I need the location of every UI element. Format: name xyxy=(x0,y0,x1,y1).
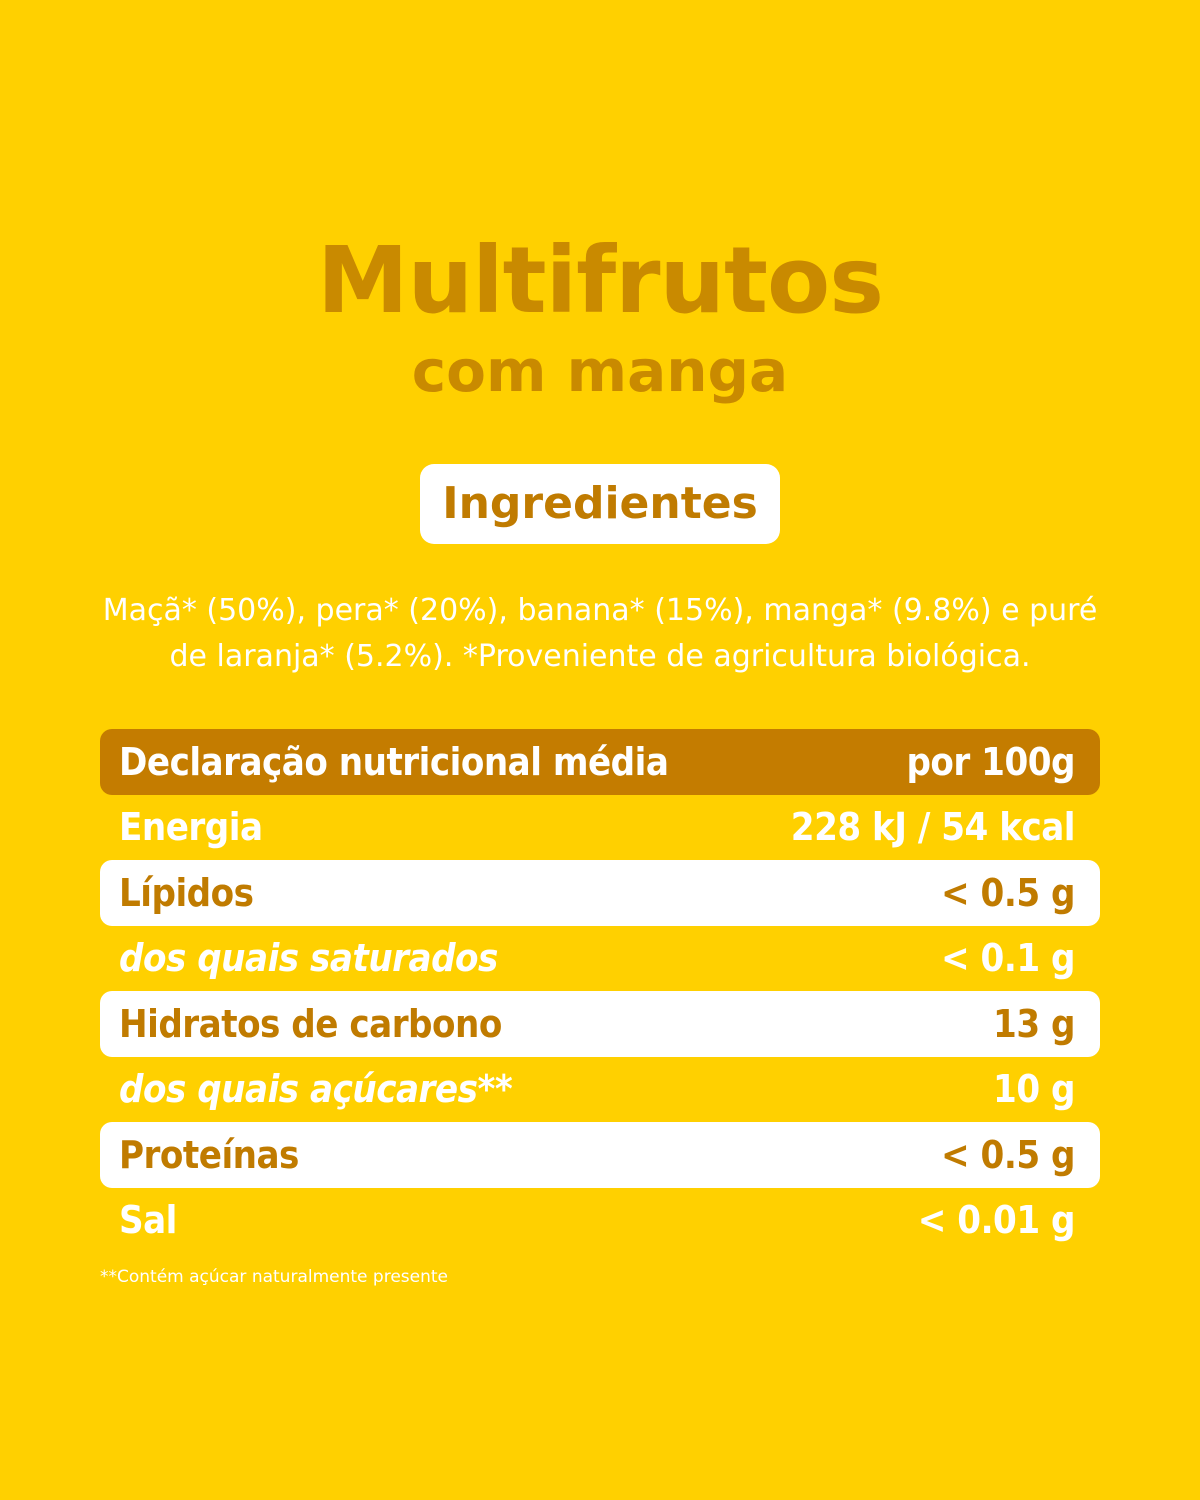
ingredients-line-2: de laranja* (5.2%). *Proveniente de agri… xyxy=(169,639,1031,674)
ingredients-line-1: Maçã* (50%), pera* (20%), banana* (15%),… xyxy=(102,593,1098,628)
nutrition-row-fat: Lípidos < 0.5 g xyxy=(100,860,1100,926)
nutrient-label: Sal xyxy=(119,1198,177,1243)
nutrition-row-saturated: dos quais saturados < 0.1 g xyxy=(100,926,1100,992)
nutrition-row-salt: Sal < 0.01 g xyxy=(100,1188,1100,1254)
nutrition-row-energy: Energia 228 kJ / 54 kcal xyxy=(100,795,1100,861)
nutrient-label: Hidratos de carbono xyxy=(119,1001,502,1046)
ingredients-label: Ingredientes xyxy=(420,464,780,544)
nutrition-header-row: Declaração nutricional média por 100g xyxy=(100,729,1100,795)
footnote: **Contém açúcar naturalmente presente xyxy=(100,1267,448,1287)
nutrition-row-sugars: dos quais açúcares** 10 g xyxy=(100,1057,1100,1123)
nutrient-label: Energia xyxy=(119,805,263,850)
nutrient-label: Proteínas xyxy=(119,1132,299,1177)
nutrient-label: dos quais açúcares** xyxy=(119,1067,513,1112)
nutrition-header-label: Declaração nutricional média xyxy=(119,739,669,784)
nutrient-value: < 0.5 g xyxy=(941,1132,1075,1177)
product-subtitle: com manga xyxy=(411,337,789,405)
nutrient-value: < 0.1 g xyxy=(941,936,1075,981)
nutrient-value: < 0.5 g xyxy=(941,870,1075,915)
nutrient-value: < 0.01 g xyxy=(917,1198,1076,1243)
product-title: Multifrutos xyxy=(317,227,884,334)
nutrition-table: Declaração nutricional média por 100g En… xyxy=(100,729,1100,1253)
nutrition-row-carbohydrates: Hidratos de carbono 13 g xyxy=(100,991,1100,1057)
nutrient-label: Lípidos xyxy=(119,870,254,915)
nutrient-value: 228 kJ / 54 kcal xyxy=(790,805,1076,850)
nutrition-header-value: por 100g xyxy=(906,739,1075,784)
nutrition-row-protein: Proteínas < 0.5 g xyxy=(100,1122,1100,1188)
ingredients-text: Maçã* (50%), pera* (20%), banana* (15%),… xyxy=(100,588,1100,680)
nutrient-value: 13 g xyxy=(993,1001,1075,1046)
nutrient-label: dos quais saturados xyxy=(119,936,498,981)
nutrient-value: 10 g xyxy=(993,1067,1075,1112)
